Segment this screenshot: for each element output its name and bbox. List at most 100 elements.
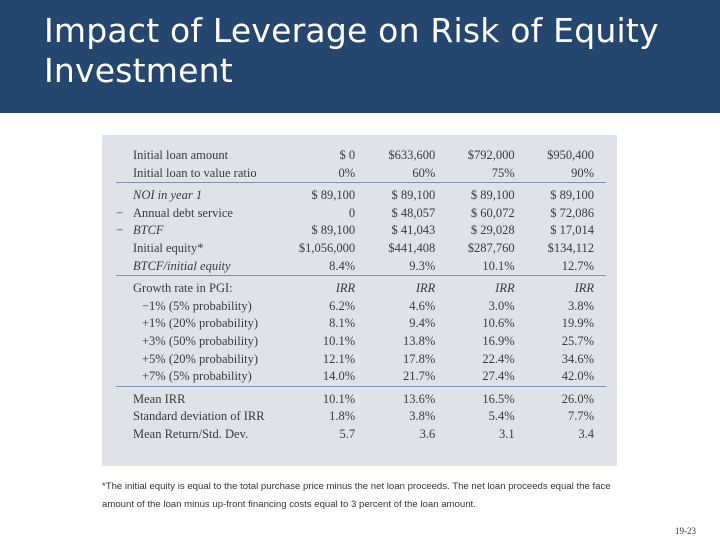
table-cell: 12.7% — [526, 257, 606, 277]
table-cell: $ 29,028 — [470, 223, 515, 238]
table-row: +7% (5% probability) 14.0% 21.7% 27.4% 4… — [116, 368, 606, 387]
table-row: NOI in year 1 $ 89,100 $ 89,100 $ 89,100… — [116, 187, 606, 205]
leverage-table-panel: Initial loan amount $ 0 $633,600 $792,00… — [102, 135, 617, 466]
table-cell: 10.1% — [447, 257, 527, 277]
table-cell: 3.1 — [498, 426, 515, 441]
table-cell: $134,112 — [547, 240, 594, 255]
table-cell: 9.3% — [367, 257, 448, 277]
table-cell: 90% — [526, 164, 606, 184]
table-cell: 4.6% — [409, 298, 436, 313]
table-cell: $ 41,043 — [391, 223, 436, 238]
row-label: BTCF/initial equity — [116, 257, 298, 277]
minus-sign: − — [116, 223, 124, 238]
table-row: Mean IRR 10.1% 13.6% 16.5% 26.0% — [116, 391, 606, 409]
table-cell: 3.4 — [578, 426, 594, 441]
table-cell: $ 89,100 — [550, 188, 594, 203]
table-cell: 10.1% — [322, 333, 356, 348]
row-label: +1% (20% probability) — [142, 316, 259, 331]
table-cell: IRR — [415, 281, 436, 296]
leverage-table: Initial loan amount $ 0 $633,600 $792,00… — [116, 147, 606, 444]
table-cell: 5.7 — [339, 426, 356, 441]
table-cell: $ 72,086 — [550, 205, 594, 220]
slide-title: Impact of Leverage on Risk of Equity Inv… — [44, 11, 659, 90]
table-cell: 3.8% — [567, 298, 594, 313]
table-cell: 9.4% — [409, 316, 436, 331]
table-row: Initial loan to value ratio 0% 60% 75% 9… — [116, 164, 606, 184]
table-cell: IRR — [335, 281, 356, 296]
table-row: − BTCF $ 89,100 $ 41,043 $ 29,028 $ 17,01… — [116, 222, 606, 240]
table-cell: IRR — [495, 281, 515, 296]
table-row: Initial loan amount $ 0 $633,600 $792,00… — [116, 147, 606, 165]
table-cell: 0 — [348, 205, 356, 220]
table-cell: 6.2% — [329, 298, 356, 313]
row-label: Growth rate in PGI: — [133, 281, 233, 296]
table-row: +5% (20% probability) 12.1% 17.8% 22.4% … — [116, 351, 606, 369]
table-row: +1% (20% probability) 8.1% 9.4% 10.6% 19… — [116, 315, 606, 333]
table-row: Growth rate in PGI: IRR IRR IRR IRR — [116, 280, 606, 298]
table-cell: $ 89,100 — [470, 188, 515, 203]
table-cell: 10.6% — [482, 316, 515, 331]
table-cell: 13.6% — [402, 391, 436, 406]
row-label: Initial loan amount — [133, 148, 229, 162]
title-bar: Impact of Leverage on Risk of Equity Inv… — [0, 0, 720, 113]
table-cell: $ 17,014 — [550, 223, 594, 238]
row-label: − Annual debt service — [116, 205, 298, 223]
row-label: Mean IRR — [133, 391, 186, 406]
table-cell: $ 89,100 — [311, 188, 356, 203]
table-cell: 3.6 — [419, 426, 436, 441]
page-number: 19-23 — [675, 526, 696, 536]
table-cell: 8.1% — [329, 316, 356, 331]
table-cell: 5.4% — [488, 409, 515, 424]
table-row: − Annual debt service 0 $ 48,057 $ 60,072… — [116, 205, 606, 223]
row-label: Initial equity* — [133, 240, 204, 255]
table-cell: $ 89,100 — [311, 223, 356, 238]
row-label: +5% (20% probability) — [142, 351, 259, 366]
row-label: Initial loan to value ratio — [116, 164, 298, 184]
table-cell: 13.8% — [402, 333, 436, 348]
table-cell: $287,760 — [467, 240, 515, 255]
table-cell: 14.0% — [297, 368, 368, 387]
table-cell: 60% — [367, 164, 448, 184]
row-label: +7% (5% probability) — [116, 368, 298, 387]
table-cell: $ 0 — [339, 148, 356, 162]
table-row: BTCF/initial equity 8.4% 9.3% 10.1% 12.7… — [116, 257, 606, 277]
table-cell: 16.9% — [482, 333, 515, 348]
table-cell: 3.0% — [488, 298, 515, 313]
table-cell: IRR — [574, 281, 594, 296]
table-cell: 8.4% — [297, 257, 368, 277]
table-cell: $ 60,072 — [470, 205, 515, 220]
table-cell: 7.7% — [567, 409, 594, 424]
table-cell: $950,400 — [547, 148, 594, 162]
table-cell: 34.6% — [561, 351, 594, 366]
table-cell: 42.0% — [526, 368, 606, 387]
table-cell: 26.0% — [561, 391, 594, 406]
table-cell: $ 89,100 — [391, 188, 436, 203]
table-cell: 17.8% — [402, 351, 436, 366]
table-cell: 3.8% — [409, 409, 436, 424]
table-row: Standard deviation of IRR 1.8% 3.8% 5.4%… — [116, 408, 606, 426]
table-row: Mean Return/Std. Dev. 5.7 3.6 3.1 3.4 — [116, 426, 606, 444]
table-cell: 75% — [447, 164, 527, 184]
table-cell: 27.4% — [447, 368, 527, 387]
minus-sign: − — [116, 205, 124, 220]
table-cell: 19.9% — [561, 316, 594, 331]
row-label: −1% (5% probability) — [142, 298, 252, 313]
table-cell: $441,408 — [388, 240, 436, 255]
row-label: − BTCF — [116, 222, 298, 240]
table-cell: $1,056,000 — [298, 240, 356, 255]
row-label: Mean Return/Std. Dev. — [133, 426, 249, 441]
row-label: NOI in year 1 — [133, 188, 203, 203]
table-cell: $633,600 — [388, 148, 436, 162]
table-cell: 12.1% — [322, 351, 356, 366]
table-cell: 21.7% — [367, 368, 448, 387]
table-row: −1% (5% probability) 6.2% 4.6% 3.0% 3.8% — [116, 298, 606, 316]
table-cell: $ 48,057 — [391, 205, 436, 220]
table-cell: 25.7% — [561, 333, 594, 348]
table-cell: 10.1% — [322, 391, 356, 406]
table-cell: 16.5% — [482, 391, 515, 406]
row-label: Standard deviation of IRR — [133, 409, 265, 424]
table-row: Initial equity* $1,056,000 $441,408 $287… — [116, 240, 606, 258]
table-cell: 1.8% — [329, 409, 356, 424]
table-row: +3% (50% probability) 10.1% 13.8% 16.9% … — [116, 333, 606, 351]
table-cell: 0% — [297, 164, 368, 184]
